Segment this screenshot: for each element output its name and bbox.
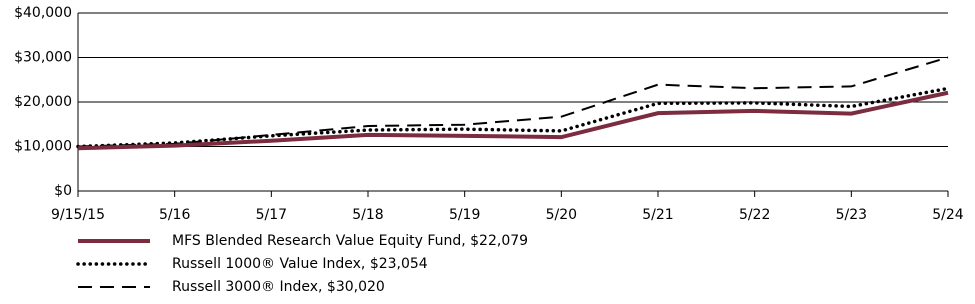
x-tick-label: 5/17 <box>256 207 287 223</box>
y-tick-label: $0 <box>54 183 72 199</box>
x-tick-label: 5/20 <box>546 207 577 223</box>
x-tick-label: 9/15/15 <box>51 207 105 223</box>
x-tick-label: 5/19 <box>449 207 480 223</box>
x-tick-label: 5/18 <box>352 207 383 223</box>
x-tick-label: 5/23 <box>836 207 867 223</box>
y-tick-label: $30,000 <box>14 50 72 66</box>
legend-label: Russell 1000® Value Index, $23,054 <box>172 256 428 272</box>
y-tick-label: $10,000 <box>14 139 72 155</box>
x-tick-label: 5/21 <box>642 207 673 223</box>
series-line <box>76 86 950 149</box>
x-tick-label: 5/22 <box>739 207 770 223</box>
x-tick-label: 5/24 <box>932 207 964 223</box>
y-tick-label: $40,000 <box>14 5 72 21</box>
legend-label: MFS Blended Research Value Equity Fund, … <box>172 233 528 249</box>
y-tick-label: $20,000 <box>14 94 72 110</box>
legend-label: Russell 3000® Index, $30,020 <box>172 279 385 295</box>
x-tick-label: 5/16 <box>159 207 191 223</box>
series-line <box>77 90 949 151</box>
